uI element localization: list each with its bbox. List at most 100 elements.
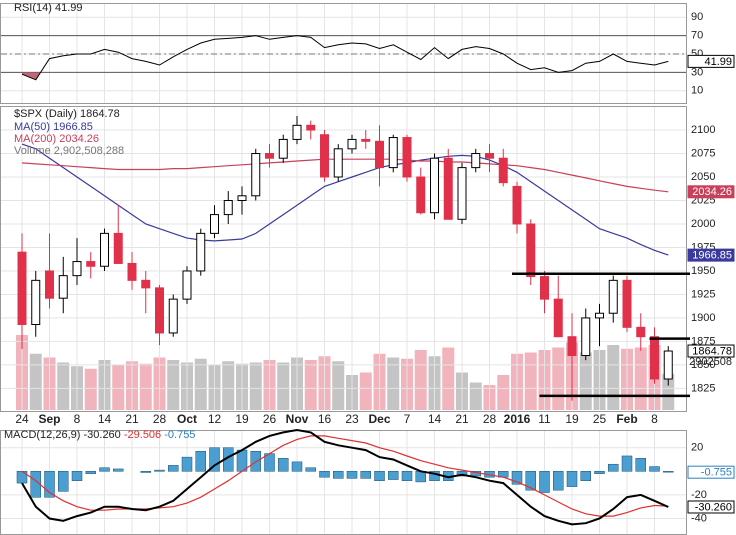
candle-body [155,287,164,334]
macd-histogram-bar [594,471,605,474]
candle-body [471,153,481,169]
y-tick-label: -20 [691,489,707,501]
x-tick-label: 19 [235,412,249,426]
candle-body [100,232,109,267]
candle-body [306,124,316,131]
candle-body [237,195,247,201]
macd-histogram-bar [401,471,413,481]
volume-bar [442,347,455,410]
candle-body [526,223,536,278]
volume-bar [29,353,42,410]
x-tick-label: 7 [404,412,411,426]
volume-bar [139,363,152,410]
macd-title: MACD(12,26,9) -30.260 -29.506 -0.755 [4,429,195,441]
volume-bar [662,373,675,410]
macd-histogram-bar [99,467,110,472]
candle-body [86,261,96,267]
x-tick-label: 11 [538,412,551,426]
y-tick-label: 20 [691,442,703,454]
y-tick-label: 1825 [691,382,715,394]
candle-body [512,185,522,225]
candle-body [498,157,508,184]
volume-bar [57,362,70,410]
volume-bar [414,350,427,410]
hist-value: -0.755 [164,429,195,441]
candle-body [402,137,412,178]
y-tick-label: 1875 [691,335,715,347]
macd-line [21,428,669,526]
x-tick-label: 8 [651,412,658,426]
volume-bar [497,375,510,410]
candle-body [663,350,673,380]
candle-body [196,232,206,272]
macd-histogram-bar [553,471,564,491]
x-tick-label: Nov [286,412,309,426]
macd-histogram-bar [333,471,344,479]
plot-layer: 907050301041.992100207520502025200019751… [1,4,735,534]
x-tick-label: 28 [153,412,167,426]
volume-bar [222,361,235,410]
moving-average [21,143,669,256]
macd-histogram-bar [429,471,440,481]
ma50-legend: MA(50) 1966.85 [14,121,93,133]
value-box [687,248,735,262]
macd-histogram-bar [181,456,193,472]
volume-bar [167,360,180,410]
candle-body [223,199,233,216]
x-tick-label: 8 [74,412,81,426]
candle-body [265,153,274,159]
candle-body [595,312,604,319]
macd-histogram-bar [291,461,303,472]
candle-body [17,251,27,326]
candle-body [361,138,371,142]
candle-body [443,157,453,220]
volume-legend: Volume 2,902,508,288 [14,145,124,157]
candle-body [388,137,398,169]
x-tick-label: 2016 [504,412,531,426]
macd-histogram-bar [635,458,646,472]
macd-histogram-bar [236,449,248,472]
y-tick-label: 1925 [691,288,715,300]
signal-value: -29.506 [124,429,161,441]
x-tick-label: Feb [616,412,637,426]
candle-body [45,270,54,299]
macd-histogram-bar [305,467,316,472]
candle-body [113,232,123,264]
volume-bar [194,358,207,410]
macd-histogram-bar [278,458,289,472]
value-box [687,185,735,199]
candle-body [636,326,646,338]
x-tick-label: 14 [98,412,112,426]
value-box [687,54,735,68]
x-tick-label: Sep [38,412,60,426]
x-tick-label: Oct [177,412,197,426]
y-tick-label: 2100 [691,124,715,136]
macd-histogram-bar [663,471,674,473]
candle-body [581,317,591,357]
candle-body [347,138,357,150]
candle-body [251,153,261,197]
y-tick-label: 30 [691,66,703,78]
x-tick-label: 21 [455,412,469,426]
macd-histogram-bar [44,471,55,498]
x-tick-label: 23 [345,412,359,426]
macd-histogram-bar [388,471,399,480]
candle-body [540,276,549,300]
candle-body [457,167,467,220]
volume-bar [524,352,537,410]
value-box-label: -30.260 [695,501,732,513]
macd-histogram-bar [168,465,179,472]
macd-histogram-bar [456,471,468,477]
candle-body [72,261,82,277]
y-tick-label: 2000 [691,218,715,230]
value-box [687,500,735,514]
rsi-line [21,35,669,81]
price-title: $SPX (Daily) 1864.78 [14,108,120,120]
price-panel [0,106,687,412]
macd-histogram-bar [154,469,165,472]
volume-bar [634,347,647,410]
moving-average [21,158,669,193]
macd-histogram-bar [539,471,550,493]
volume-bar [387,357,400,410]
